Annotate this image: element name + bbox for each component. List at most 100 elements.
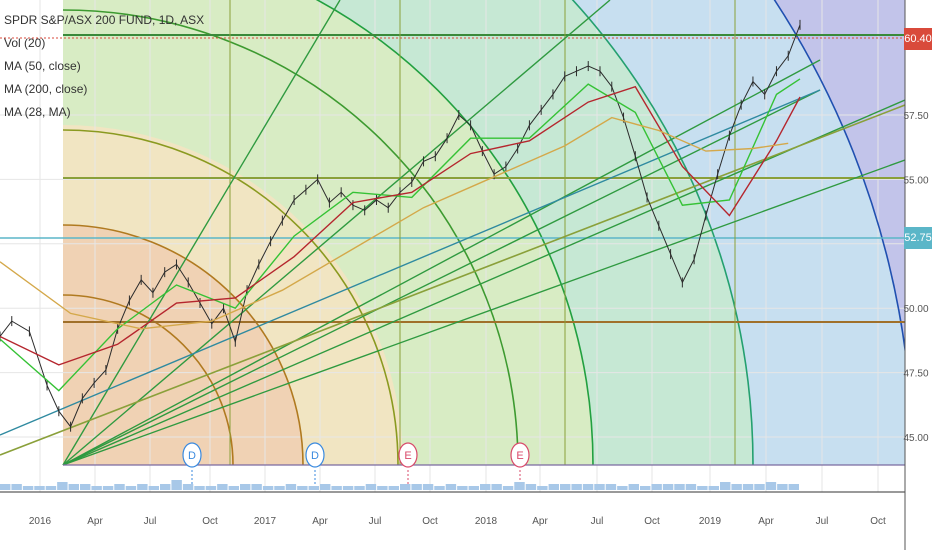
fan-line bbox=[62, 89, 821, 466]
y-tick-label: 47.50 bbox=[903, 369, 928, 380]
legend-item[interactable]: MA (50, close) bbox=[4, 55, 204, 78]
volume-bar bbox=[102, 486, 114, 490]
series-line bbox=[0, 78, 801, 392]
volume-bar bbox=[45, 486, 57, 490]
series-line bbox=[0, 24, 801, 428]
volume-bar bbox=[662, 484, 674, 490]
volume-bar bbox=[697, 486, 708, 490]
volume-bar bbox=[720, 482, 731, 490]
volume-bar bbox=[331, 486, 342, 490]
volume-bar bbox=[651, 484, 662, 490]
volume-bar bbox=[514, 482, 525, 490]
x-tick-label: Apr bbox=[532, 516, 548, 527]
volume-bar bbox=[525, 484, 537, 490]
volume-bar bbox=[457, 486, 468, 490]
volume-bar bbox=[194, 486, 205, 490]
legend-item-label: MA (28, MA) bbox=[4, 105, 71, 119]
legend-item[interactable]: Vol (20) bbox=[4, 32, 204, 55]
volume-bar bbox=[125, 486, 137, 490]
legend-item[interactable]: MA (28, MA) bbox=[4, 101, 204, 124]
legend-title-row: SPDR S&P/ASX 200 FUND, 1D, ASX bbox=[4, 9, 204, 32]
fan-arc bbox=[62, 129, 399, 466]
trend-line bbox=[0, 89, 821, 436]
volume-bar bbox=[491, 484, 502, 490]
volume-bar bbox=[205, 486, 217, 490]
trend-line bbox=[0, 104, 905, 456]
x-tick-label: Jul bbox=[591, 516, 604, 527]
fan-arc bbox=[571, 0, 754, 466]
x-tick-label: Jul bbox=[816, 516, 829, 527]
volume-bar bbox=[640, 486, 651, 490]
volume-bar bbox=[594, 484, 605, 490]
event-marker bbox=[182, 442, 202, 468]
volume-bar bbox=[422, 484, 434, 490]
volume-bar bbox=[262, 486, 274, 490]
volume-bar bbox=[160, 484, 171, 490]
volume-bar bbox=[708, 486, 719, 490]
volume-bar bbox=[22, 486, 34, 490]
volume-bar bbox=[548, 484, 559, 490]
volume-bar bbox=[91, 486, 102, 490]
volume-bar bbox=[11, 484, 22, 490]
y-tick-label: 55.00 bbox=[903, 175, 928, 186]
x-tick-label: Jul bbox=[144, 516, 157, 527]
fan-arc bbox=[62, 294, 234, 466]
event-label: D bbox=[311, 450, 319, 462]
y-tick-label: 45.00 bbox=[903, 433, 928, 444]
volume-bar bbox=[777, 484, 788, 490]
volume-bar bbox=[240, 484, 251, 490]
x-tick-label: 2019 bbox=[699, 516, 722, 527]
event-label: D bbox=[188, 450, 196, 462]
volume-bar bbox=[354, 486, 365, 490]
y-tick-label: 50.00 bbox=[903, 304, 928, 315]
volume-bar bbox=[274, 486, 285, 490]
volume-bar bbox=[34, 486, 45, 490]
volume-bar bbox=[342, 486, 354, 490]
volume-bar bbox=[480, 484, 491, 490]
legend-item-label: MA (200, close) bbox=[4, 82, 88, 96]
volume-bar bbox=[377, 486, 388, 490]
event-marker bbox=[305, 442, 325, 468]
x-tick-label: Oct bbox=[644, 516, 660, 527]
event-label: E bbox=[404, 450, 411, 462]
volume-bar bbox=[365, 484, 377, 490]
fan-arc bbox=[773, 0, 905, 356]
volume-bar bbox=[502, 486, 514, 490]
x-tick-label: 2018 bbox=[475, 516, 498, 527]
volume-bar bbox=[114, 484, 125, 490]
volume-bar bbox=[388, 486, 399, 490]
series-line bbox=[0, 116, 789, 330]
volume-bar bbox=[400, 484, 411, 490]
fan-line bbox=[62, 159, 905, 466]
legend: SPDR S&P/ASX 200 FUND, 1D, ASX Vol (20) … bbox=[4, 13, 204, 124]
volume-bar bbox=[0, 484, 11, 490]
event-label: E bbox=[516, 450, 523, 462]
price-tag-line-value: 52.75 bbox=[904, 232, 932, 244]
fan-arc bbox=[315, 0, 594, 466]
fan-arc bbox=[62, 224, 304, 466]
volume-bar bbox=[171, 480, 182, 490]
volume-bar bbox=[742, 484, 754, 490]
volume-bar bbox=[445, 484, 457, 490]
x-tick-label: Jul bbox=[369, 516, 382, 527]
volume-bar bbox=[411, 484, 422, 490]
x-tick-label: Apr bbox=[312, 516, 328, 527]
x-tick-label: Oct bbox=[202, 516, 218, 527]
series-line bbox=[0, 85, 801, 366]
fan-line bbox=[62, 0, 341, 466]
legend-item[interactable]: MA (200, close) bbox=[4, 78, 204, 101]
fan-line bbox=[62, 59, 821, 466]
y-tick-label: 57.50 bbox=[903, 111, 928, 122]
legend-item-label: Vol (20) bbox=[4, 36, 46, 50]
x-tick-label: Apr bbox=[758, 516, 774, 527]
volume-bar bbox=[582, 484, 594, 490]
volume-bar bbox=[468, 486, 479, 490]
volume-bar bbox=[537, 486, 548, 490]
volume-bar bbox=[617, 486, 628, 490]
volume-bar bbox=[68, 484, 79, 490]
volume-bar bbox=[57, 482, 68, 490]
volume-bar bbox=[217, 484, 228, 490]
volume-bar bbox=[674, 484, 685, 490]
